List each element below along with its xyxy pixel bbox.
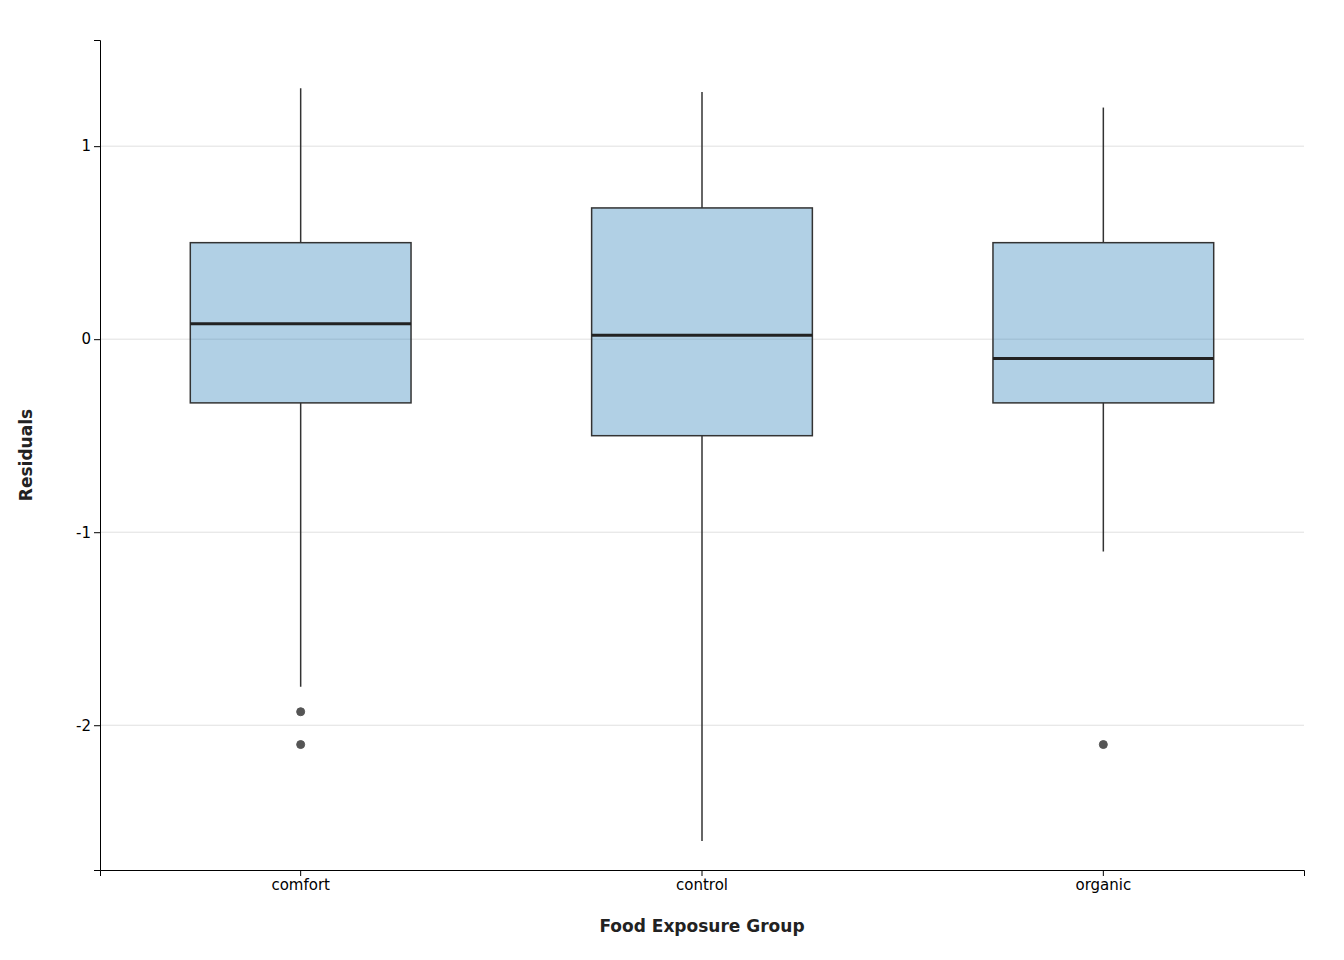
box [190,243,411,403]
y-tick-label: 1 [81,137,91,155]
y-axis-title: Residuals [16,409,36,501]
marks [190,88,1213,841]
y-tick-mark [94,725,100,726]
x-tick: comfort [271,870,330,894]
y-tick: -2 [76,717,100,735]
median [993,357,1214,360]
whisker-high [701,92,703,208]
outlier [297,741,305,749]
x-axis: comfort control organic [101,870,1305,894]
box-group [190,88,411,748]
box [592,208,813,436]
y-tick-label: -2 [76,717,91,735]
y-tick-mark [94,339,100,340]
box-group [993,108,1214,749]
x-tick: control [676,870,728,894]
whisker-low [1103,403,1105,552]
y-tick: 1 [81,137,100,155]
y-tick: 0 [81,330,100,348]
x-axis-title: Food Exposure Group [599,916,804,936]
x-tick-label: control [676,876,728,894]
box-group [592,92,813,841]
x-tick: organic [1075,870,1131,894]
y-axis: -2 -1 0 1 [76,41,100,871]
median [190,322,411,325]
whisker-high [1103,108,1105,243]
y-tick-mark [94,146,100,147]
x-tick-label: organic [1075,876,1131,894]
whisker-high [300,88,302,242]
y-tick-mark [94,532,100,533]
whisker-low [701,436,703,841]
chart: comfort control organic -2 -1 0 1 Food Exposure… [0,0,1344,960]
plot: comfort control organic -2 -1 0 1 Food Exposure… [16,41,1305,937]
whisker-low [300,403,302,687]
x-tick-label: comfort [271,876,330,894]
y-axis-line [94,41,101,871]
median [592,334,813,337]
y-tick-label: -1 [76,524,91,542]
outlier [1099,741,1107,749]
outlier [297,708,305,716]
y-tick-label: 0 [81,330,91,348]
y-tick: -1 [76,524,100,542]
box [993,243,1214,403]
